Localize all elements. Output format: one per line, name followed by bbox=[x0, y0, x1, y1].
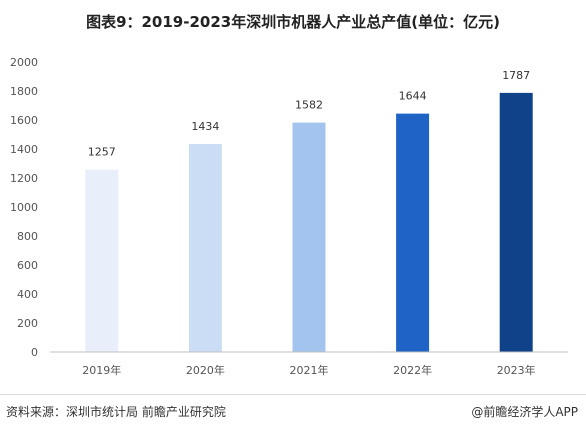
source-note: 资料来源：深圳市统计局 前瞻产业研究院 bbox=[6, 405, 226, 419]
x-tick-label: 2023年 bbox=[497, 363, 536, 377]
y-tick-label: 400 bbox=[17, 288, 38, 301]
y-tick-label: 1200 bbox=[10, 172, 38, 185]
x-tick-label: 2021年 bbox=[290, 363, 329, 377]
footer-divider bbox=[0, 394, 586, 395]
y-tick-label: 2000 bbox=[10, 56, 38, 69]
y-tick-label: 1000 bbox=[10, 201, 38, 214]
bar-series: 1257 1434 1582 1644 1787 bbox=[85, 69, 533, 353]
x-tick-label: 2019年 bbox=[82, 363, 121, 377]
bar bbox=[188, 144, 222, 352]
y-axis: 0 200 400 600 800 1000 1200 1400 1600 1800 2000 bbox=[10, 56, 38, 359]
bar bbox=[499, 92, 533, 352]
x-axis: 2019年 2020年 2021年 2022年 2023年 bbox=[50, 351, 568, 377]
y-tick-label: 800 bbox=[17, 230, 38, 243]
x-tick-label: 2022年 bbox=[393, 363, 432, 377]
bar-value-label: 1434 bbox=[191, 120, 219, 133]
chart-title: 图表9：2019-2023年深圳市机器人产业总产值(单位：亿元) bbox=[86, 13, 500, 31]
bar-value-label: 1644 bbox=[399, 90, 427, 103]
y-tick-label: 1400 bbox=[10, 143, 38, 156]
y-tick-label: 200 bbox=[17, 317, 38, 330]
bar-value-label: 1582 bbox=[295, 99, 323, 112]
y-tick-label: 1800 bbox=[10, 85, 38, 98]
credit-note: @前瞻经济学人APP bbox=[471, 405, 578, 419]
bar-value-label: 1257 bbox=[88, 146, 116, 159]
x-tick-label: 2020年 bbox=[186, 363, 225, 377]
bar bbox=[292, 122, 326, 352]
y-tick-label: 0 bbox=[31, 346, 38, 359]
bar-value-label: 1787 bbox=[502, 69, 530, 82]
y-tick-label: 1600 bbox=[10, 114, 38, 127]
bar bbox=[396, 113, 430, 353]
y-tick-label: 600 bbox=[17, 259, 38, 272]
bar bbox=[85, 169, 119, 352]
